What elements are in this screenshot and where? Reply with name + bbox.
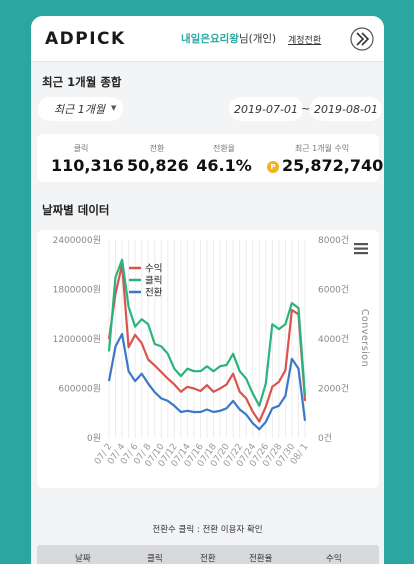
date-range-separator: ~ bbox=[301, 102, 311, 115]
series-line-클릭 bbox=[107, 258, 307, 407]
stat-value: 46.1% bbox=[196, 156, 252, 175]
y-right-tick-label: 8000건 bbox=[318, 235, 349, 246]
conversion-note: 전환수 클릭 : 전환 이용자 확인 bbox=[152, 525, 263, 535]
period-select[interactable]: 최근 1개월 ▼ bbox=[38, 97, 123, 121]
col-date: 날짜 bbox=[75, 554, 91, 564]
stat-value-wrap: P 25,872,740 bbox=[267, 156, 383, 175]
y-right-tick-label: 2000건 bbox=[318, 384, 349, 395]
daily-line-chart: 0원 600000원 1200000원 1800000원 2400000원 0건 2000건… bbox=[53, 235, 370, 469]
legend-label: 수익 bbox=[145, 263, 162, 275]
y-right-axis-label: Conversion bbox=[359, 309, 370, 367]
stat-conversions: 전환 50,826 bbox=[127, 143, 189, 175]
stat-value: 110,316 bbox=[51, 156, 124, 175]
stat-clicks: 클릭 110,316 bbox=[51, 143, 124, 175]
y-left-tick-label: 2400000원 bbox=[53, 235, 101, 246]
daily-chart-card: 0원 600000원 1200000원 1800000원 2400000원 0건 2000건… bbox=[37, 230, 379, 488]
double-chevron-right-icon[interactable] bbox=[350, 27, 374, 51]
legend-label: 클릭 bbox=[145, 275, 162, 287]
col-conversions: 전환 bbox=[200, 554, 216, 564]
y-left-tick-label: 600000원 bbox=[58, 384, 101, 395]
user-info: 내일은요리왕님(개인) bbox=[181, 31, 276, 46]
top-bar: ADPICK 내일은요리왕님(개인) 계정전환 bbox=[31, 16, 384, 62]
col-conversion-rate: 전환율 bbox=[249, 554, 273, 564]
user-name: 내일은요리왕 bbox=[181, 33, 239, 45]
period-label: 최근 1개월 bbox=[54, 103, 105, 116]
summary-stats-card: 클릭 110,316 전환 50,826 전환율 46.1% 최근 1개월 수익… bbox=[37, 134, 383, 182]
hamburger-icon[interactable] bbox=[354, 243, 368, 255]
stat-label: 전환 bbox=[149, 144, 165, 153]
switch-account-link[interactable]: 계정전환 bbox=[288, 36, 322, 46]
series-line-수익 bbox=[107, 263, 307, 423]
stat-label: 클릭 bbox=[73, 144, 89, 153]
y-left-tick-label: 1200000원 bbox=[53, 334, 101, 345]
y-left-tick-label: 1800000원 bbox=[53, 285, 101, 296]
daily-table-header: 날짜 클릭 전환 전환율 수익 bbox=[37, 545, 379, 564]
stat-revenue: 최근 1개월 수익 P 25,872,740 bbox=[267, 143, 383, 175]
stat-label: 최근 1개월 수익 bbox=[294, 144, 350, 153]
daily-title: 날짜별 데이터 bbox=[42, 203, 110, 217]
revenue-value: 25,872,740 bbox=[282, 156, 384, 175]
col-clicks: 클릭 bbox=[147, 554, 163, 564]
col-revenue: 수익 bbox=[326, 554, 342, 564]
y-right-tick-label: 0건 bbox=[318, 433, 332, 444]
app-screen: ADPICK 내일은요리왕님(개인) 계정전환 최근 1개월 종합 최근 1개월… bbox=[31, 16, 384, 564]
point-coin-icon: P bbox=[267, 161, 279, 173]
end-date-input[interactable]: 2019-08-01 bbox=[310, 97, 382, 121]
y-left-tick-label: 0원 bbox=[87, 433, 101, 444]
stat-conversion-rate: 전환율 46.1% bbox=[196, 143, 252, 175]
y-right-tick-label: 4000건 bbox=[318, 334, 349, 345]
y-right-tick-label: 6000건 bbox=[318, 285, 349, 296]
start-date-input[interactable]: 2019-07-01 bbox=[229, 97, 303, 121]
stat-label: 전환율 bbox=[212, 144, 236, 153]
legend-label: 전환 bbox=[145, 287, 163, 299]
caret-down-icon: ▼ bbox=[111, 104, 117, 112]
series-line-전환 bbox=[107, 332, 307, 431]
summary-title: 최근 1개월 종합 bbox=[42, 75, 122, 89]
stat-value: 50,826 bbox=[127, 156, 189, 175]
user-type: 님(개인) bbox=[238, 33, 277, 45]
adpick-logo[interactable]: ADPICK bbox=[45, 29, 126, 49]
